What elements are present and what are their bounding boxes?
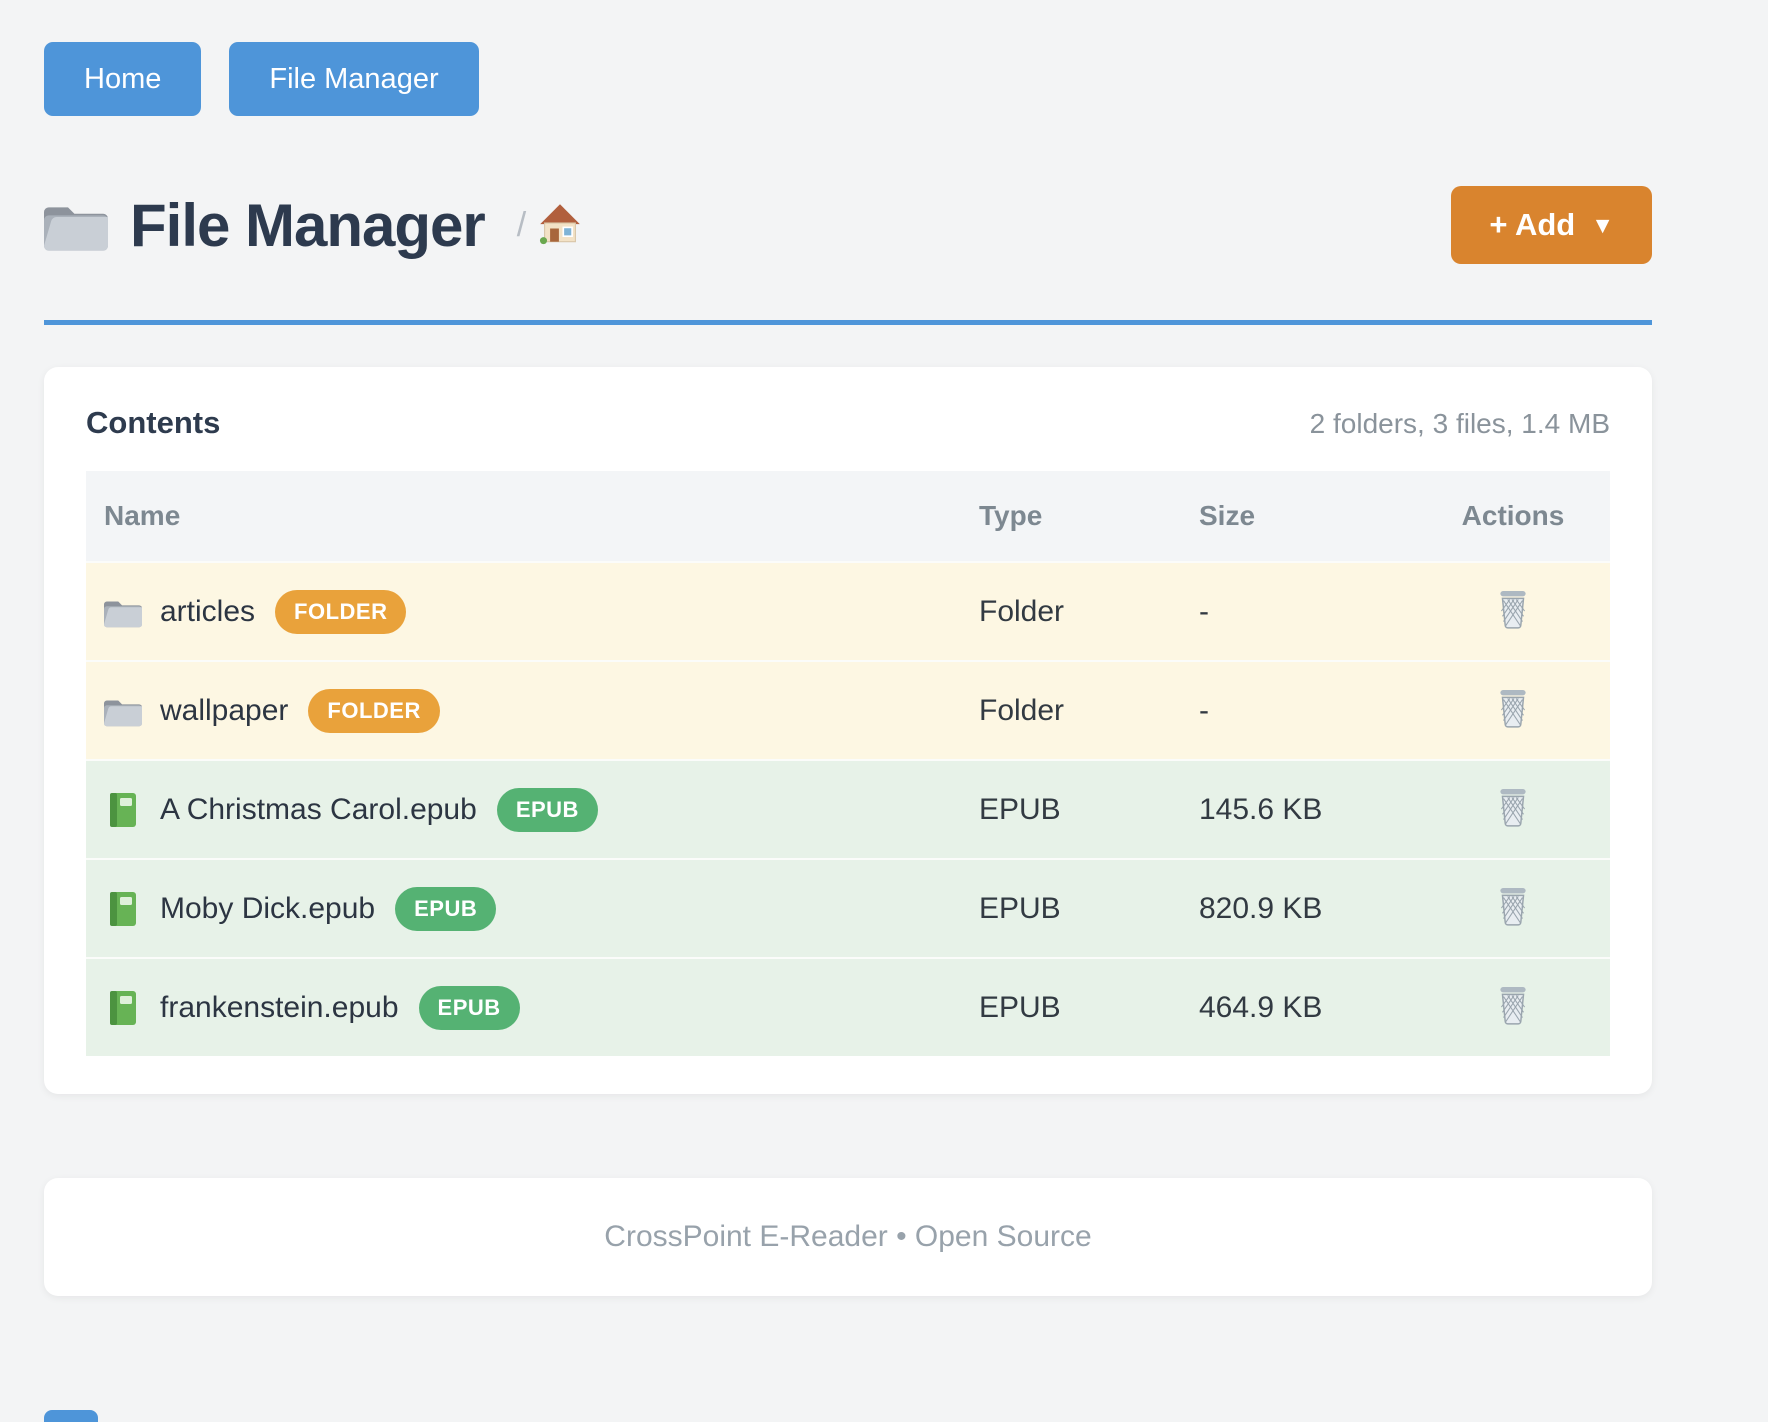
column-header-actions: Actions (1461, 500, 1565, 531)
home-button[interactable]: Home (44, 42, 202, 116)
contents-summary: 2 folders, 3 files, 1.4 MB (1309, 408, 1610, 439)
folder-icon (104, 601, 142, 627)
breadcrumb-separator: / (516, 206, 527, 244)
trash-icon (1499, 688, 1527, 728)
table-header: Name Type Size Actions (86, 471, 1610, 561)
column-header-size: Size (1199, 500, 1256, 531)
trash-icon (1499, 787, 1527, 827)
delete-button[interactable] (1488, 586, 1538, 637)
delete-button[interactable] (1488, 685, 1538, 736)
cell-type: EPUB (979, 792, 1061, 826)
folder-icon (104, 700, 142, 726)
footer: CrossPoint E-Reader • Open Source (44, 1178, 1652, 1296)
breadcrumb: / (517, 201, 582, 249)
table-row[interactable]: articles FOLDER Folder - (86, 561, 1610, 660)
cell-size: - (1199, 594, 1209, 628)
book-icon (110, 891, 136, 926)
table-body: articles FOLDER Folder - wallpaper FOLDE… (86, 561, 1610, 1056)
file-manager-button[interactable]: File Manager (229, 42, 479, 116)
add-button[interactable]: + Add ▼ (1451, 186, 1652, 264)
cell-size: 464.9 KB (1199, 990, 1323, 1024)
add-button-label: + Add (1489, 207, 1576, 242)
type-badge: FOLDER (308, 688, 440, 733)
book-icon (110, 792, 136, 827)
partial-button[interactable] (44, 1410, 98, 1422)
cell-type: Folder (979, 594, 1065, 628)
cell-size: 820.9 KB (1199, 891, 1323, 925)
cell-size: - (1199, 693, 1209, 727)
page-title: File Manager (130, 191, 486, 259)
cell-type: EPUB (979, 891, 1061, 925)
type-badge: FOLDER (275, 589, 407, 634)
column-header-type: Type (979, 500, 1043, 531)
file-name[interactable]: Moby Dick.epub (160, 891, 376, 925)
cell-size: 145.6 KB (1199, 792, 1323, 826)
cell-type: Folder (979, 693, 1065, 727)
file-name[interactable]: A Christmas Carol.epub (160, 792, 477, 826)
chevron-down-icon: ▼ (1591, 211, 1614, 238)
house-icon[interactable] (538, 201, 582, 245)
book-icon (110, 990, 136, 1025)
file-name[interactable]: wallpaper (160, 693, 289, 727)
contents-title: Contents (86, 405, 221, 440)
trash-icon (1499, 985, 1527, 1025)
table-row[interactable]: frankenstein.epub EPUB EPUB 464.9 KB (86, 957, 1610, 1056)
column-header-name: Name (104, 500, 181, 531)
delete-button[interactable] (1488, 982, 1538, 1033)
type-badge: EPUB (496, 787, 598, 832)
table-row[interactable]: Moby Dick.epub EPUB EPUB 820.9 KB (86, 858, 1610, 957)
trash-icon (1499, 886, 1527, 926)
file-name[interactable]: articles (160, 594, 256, 628)
contents-card: Contents 2 folders, 3 files, 1.4 MB Name… (44, 367, 1652, 1094)
footer-text: CrossPoint E-Reader • Open Source (604, 1220, 1092, 1253)
delete-button[interactable] (1488, 784, 1538, 835)
type-badge: EPUB (395, 886, 497, 931)
cell-type: EPUB (979, 990, 1061, 1024)
trash-icon (1499, 589, 1527, 629)
table-row[interactable]: A Christmas Carol.epub EPUB EPUB 145.6 K… (86, 759, 1610, 858)
delete-button[interactable] (1488, 883, 1538, 934)
top-nav: Home File Manager (44, 42, 1652, 116)
page-header: File Manager / + Add ▼ (44, 186, 1652, 264)
folder-icon (44, 207, 108, 251)
table-row[interactable]: wallpaper FOLDER Folder - (86, 660, 1610, 759)
file-table: Name Type Size Actions articles FOLDER F… (86, 471, 1610, 1056)
title-divider (44, 320, 1652, 325)
type-badge: EPUB (418, 985, 520, 1030)
file-name[interactable]: frankenstein.epub (160, 990, 399, 1024)
